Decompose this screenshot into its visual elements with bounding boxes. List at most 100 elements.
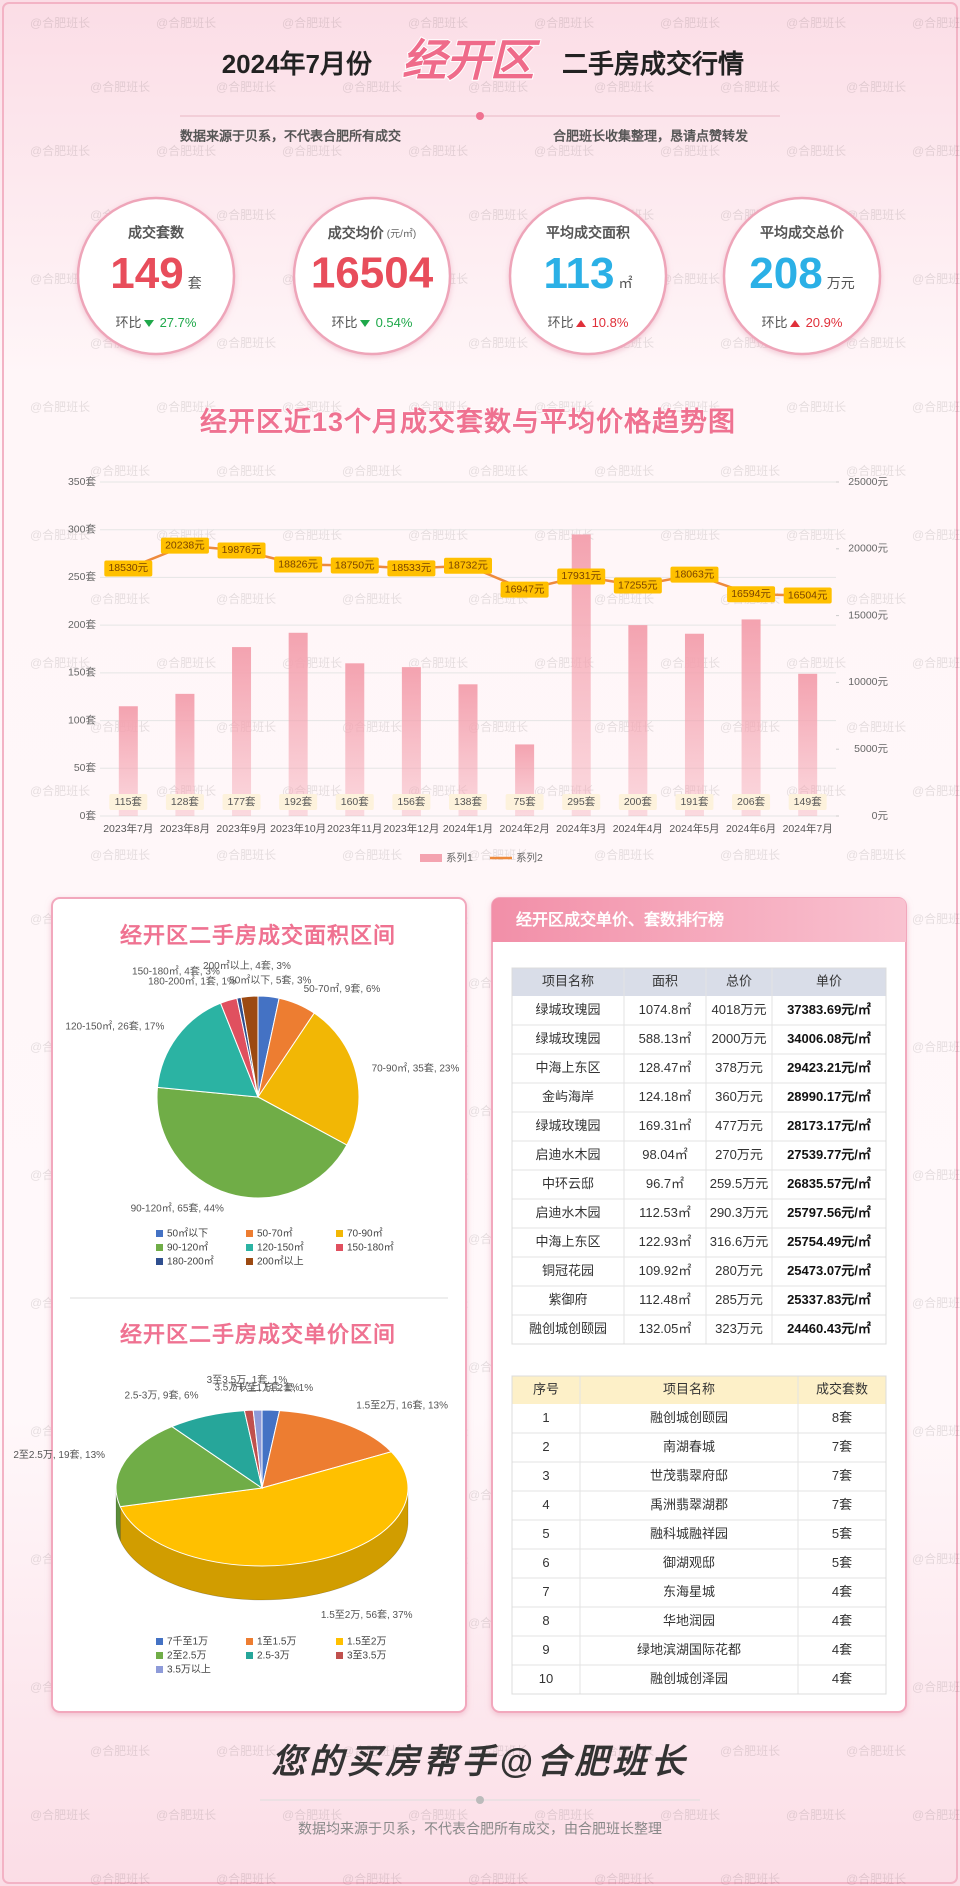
legend-label: 7千至1万: [167, 1636, 208, 1648]
pie-label: 50-70㎡, 9套, 6%: [304, 982, 381, 995]
bar-label-bg: [562, 794, 601, 810]
watermark: @合肥班长: [660, 143, 720, 158]
pie-label: 3至3.5万, 1套, 1%: [207, 1373, 288, 1386]
kpi-circle: [722, 196, 882, 356]
watermark: @合肥班长: [156, 1807, 216, 1822]
watermark: @合肥班长: [342, 79, 402, 94]
pie-label: 7千至1万, 2套, 1%: [231, 1381, 313, 1394]
table-cell: 5套: [832, 1555, 852, 1570]
table-cell: 477万元: [715, 1118, 763, 1133]
y2-tick-label: 20000元: [848, 543, 888, 555]
kpi-value: 208: [749, 249, 822, 298]
kpi-change: 20.9%: [806, 315, 843, 330]
legend-swatch: [336, 1230, 343, 1237]
watermark: @合肥班长: [90, 847, 150, 862]
table-cell: 4套: [832, 1613, 852, 1628]
table-cell: 中海上东区: [535, 1060, 600, 1075]
table-cell: 6: [542, 1555, 549, 1570]
y-tick-label: 100套: [68, 713, 97, 726]
table-cell: 铜冠花园: [542, 1263, 594, 1278]
legend-label: 2至2.5万: [167, 1650, 206, 1662]
y-tick-label: 50套: [74, 761, 97, 774]
table-cell: 25473.07元/㎡: [787, 1263, 871, 1278]
legend-swatch: [336, 1638, 343, 1645]
kpi-label: 平均成交总价: [760, 225, 845, 241]
line-label-bg: [330, 557, 379, 574]
footer-note: 数据均来源于贝系，不代表合肥所有成交，由合肥班长整理: [298, 1821, 662, 1837]
watermark: @合肥班长: [660, 527, 720, 542]
watermark: @合肥班长: [912, 1423, 960, 1438]
bar-label: 177套: [228, 795, 257, 808]
kpi-change-group: 环比 10.8%: [548, 315, 629, 330]
watermark: @合肥班长: [90, 79, 150, 94]
legend-label: 1.5至2万: [347, 1636, 386, 1648]
kpi-change: 10.8%: [592, 315, 629, 330]
table-cell: 285万元: [715, 1292, 763, 1307]
watermark: @合肥班长: [342, 591, 402, 606]
table-cell: 316.6万元: [710, 1234, 769, 1249]
line-label: 16947元: [505, 583, 545, 595]
table-cell: 紫御府: [548, 1292, 587, 1307]
chart-title: 经开区二手房成交面积区间: [120, 923, 396, 948]
watermark: @合肥班长: [408, 1807, 468, 1822]
table-cell: 绿城玫瑰园: [535, 1002, 600, 1017]
table-cell: 26835.57元/㎡: [787, 1176, 871, 1191]
legend-swatch: [246, 1652, 253, 1659]
title-right: 二手房成交行情: [562, 49, 744, 79]
table-cell: 4套: [832, 1642, 852, 1657]
watermark: @合肥班长: [846, 335, 906, 350]
pie-side-shade: [116, 1488, 408, 1600]
chart-title: 经开区二手房成交单价区间: [120, 1322, 396, 1347]
bar-label: 156套: [397, 795, 426, 808]
legend-swatch: [420, 854, 442, 862]
table-border: [511, 1375, 887, 1695]
watermark: @合肥班长: [408, 15, 468, 30]
legend-swatch: [336, 1652, 343, 1659]
table-cell: 5套: [832, 1526, 852, 1541]
watermark: @合肥班长: [30, 15, 90, 30]
y-tick-label: 0套: [80, 809, 97, 822]
title-left: 2024年7月份: [222, 49, 372, 79]
pie-label: 180-200㎡, 1套, 1%: [148, 975, 236, 988]
watermark: @合肥班长: [594, 591, 654, 606]
kpi-label-group: 成交均价 (元/㎡): [328, 225, 416, 241]
kpi-card: 成交套数 149 套 环比 27.7%: [76, 196, 236, 356]
watermark: @合肥班长: [912, 1295, 960, 1310]
table-cell: 4: [542, 1497, 549, 1512]
line-label: 18750元: [335, 559, 375, 571]
table-cell: 270万元: [715, 1147, 763, 1162]
pie-label: 1.5至2万, 56套, 37%: [321, 1608, 413, 1621]
watermark: @合肥班长: [216, 847, 276, 862]
pie-label: 2.5-3万, 9套, 6%: [125, 1388, 199, 1401]
watermark: @合肥班长: [534, 143, 594, 158]
line-label-bg: [500, 581, 549, 598]
table-cell: 中环云邸: [542, 1176, 594, 1191]
table-cell: 1: [542, 1410, 549, 1425]
table-cell: 中海上东区: [535, 1234, 600, 1249]
watermark: @合肥班长: [30, 655, 90, 670]
legend-label: 50-70㎡: [257, 1228, 293, 1240]
line-label: 17255元: [618, 579, 658, 591]
watermark: @合肥班长: [912, 783, 960, 798]
watermark: @合肥班长: [30, 527, 90, 542]
bar-label-bg: [618, 794, 657, 810]
table-cell: 109.92㎡: [639, 1263, 692, 1278]
legend-swatch: [156, 1638, 163, 1645]
x-tick-label: 2024年2月: [500, 822, 550, 835]
bar-label-bg: [335, 794, 374, 810]
watermark: @合肥班长: [912, 143, 960, 158]
table-cell: 112.48㎡: [639, 1292, 691, 1307]
y2-tick-label: 15000元: [848, 609, 888, 621]
line-label-bg: [670, 566, 719, 583]
table-cell: 4套: [832, 1671, 852, 1686]
table-cell: 7套: [832, 1468, 852, 1483]
watermark: @合肥班长: [846, 79, 906, 94]
table-cell: 4018万元: [712, 1002, 767, 1017]
watermark: @合肥班长: [408, 655, 468, 670]
line-label: 18530元: [108, 562, 148, 574]
table-cell: 禹洲翡翠湖郡: [650, 1497, 728, 1512]
table-cell: 132.05㎡: [639, 1321, 692, 1336]
watermark: @合肥班长: [216, 1871, 276, 1886]
bar-label: 115套: [115, 795, 143, 808]
table-cell: 融科城融祥园: [650, 1526, 728, 1541]
